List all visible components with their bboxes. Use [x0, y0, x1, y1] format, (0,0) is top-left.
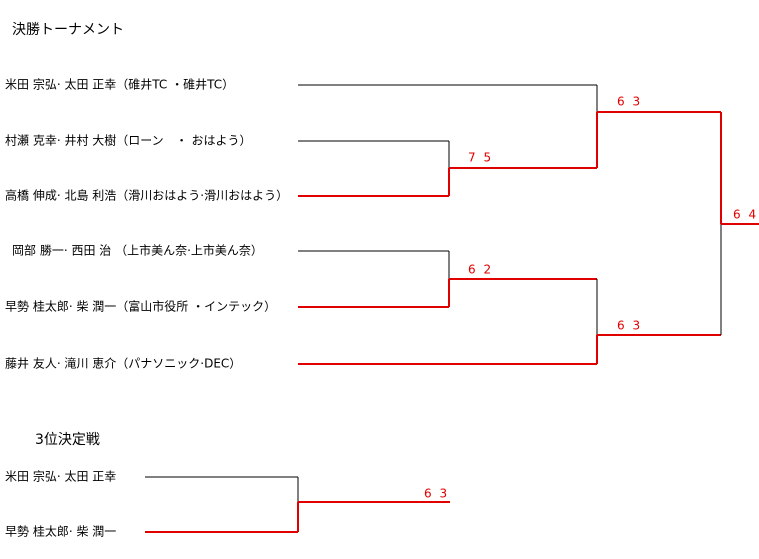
score: 6 4 [733, 208, 758, 222]
bracket-lines [145, 476, 450, 533]
score: 6 2 [468, 263, 493, 277]
player: 米田 宗弘· 太田 正幸 [5, 469, 116, 484]
player: 藤井 友人· 滝川 恵介（パナソニック·DEC） [5, 357, 241, 371]
score: 7 5 [468, 151, 493, 165]
player: 岡部 勝一· 西田 治 （上市美ん奈·上市美ん奈） [12, 243, 263, 258]
score: 6 3 [424, 487, 449, 501]
player: 高橋 伸成· 北島 利浩（滑川おはよう·滑川おはよう） [5, 188, 288, 203]
title: 決勝トーナメント [12, 22, 124, 38]
player: 早勢 桂太郎· 柴 潤一（富山市役所 ・インテック） [5, 299, 276, 314]
score: 6 3 [617, 95, 642, 109]
player: 米田 宗弘· 太田 正幸（碓井TC ・碓井TC） [5, 77, 234, 92]
player: 村瀬 克幸· 井村 大樹（ローン ・ おはよう） [5, 134, 251, 148]
player: 早勢 桂太郎· 柴 潤一 [5, 524, 116, 539]
section-title: 3位決定戦 [35, 432, 100, 448]
score: 6 3 [617, 319, 642, 333]
bracket-lines [298, 84, 759, 365]
